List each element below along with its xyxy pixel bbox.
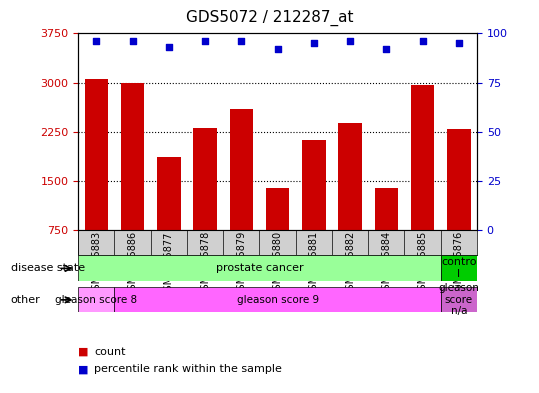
Bar: [266, 188, 289, 230]
Text: GSM1095885: GSM1095885: [418, 231, 427, 296]
Text: disease state: disease state: [11, 263, 85, 274]
Bar: [338, 123, 362, 230]
Point: [454, 40, 463, 46]
Bar: [302, 140, 326, 230]
Point: [164, 44, 173, 50]
Bar: [157, 156, 181, 230]
Point: [128, 38, 137, 44]
Point: [201, 38, 209, 44]
Text: ■: ■: [78, 364, 88, 375]
Text: GSM1095882: GSM1095882: [345, 231, 355, 296]
Text: other: other: [11, 295, 40, 305]
Text: GSM1095880: GSM1095880: [273, 231, 282, 296]
Text: GSM1095881: GSM1095881: [309, 231, 319, 296]
Text: percentile rank within the sample: percentile rank within the sample: [94, 364, 282, 375]
Point: [92, 38, 101, 44]
Text: contro
l: contro l: [441, 257, 476, 279]
Point: [346, 38, 355, 44]
Bar: [194, 128, 217, 230]
Text: GSM1095876: GSM1095876: [454, 231, 464, 296]
Bar: [230, 109, 253, 230]
Bar: [121, 83, 144, 230]
Text: GSM1095879: GSM1095879: [236, 231, 246, 296]
Text: GSM1095878: GSM1095878: [200, 231, 210, 296]
Text: GDS5072 / 212287_at: GDS5072 / 212287_at: [186, 10, 353, 26]
Text: count: count: [94, 347, 126, 357]
Text: GSM1095877: GSM1095877: [164, 231, 174, 297]
Text: GSM1095883: GSM1095883: [91, 231, 101, 296]
Bar: [114, 287, 441, 312]
Text: GSM1095884: GSM1095884: [382, 231, 391, 296]
Text: gleason score 9: gleason score 9: [237, 295, 319, 305]
Text: GSM1095886: GSM1095886: [128, 231, 137, 296]
Text: ■: ■: [78, 347, 88, 357]
Point: [418, 38, 427, 44]
Bar: [441, 287, 477, 312]
Bar: [78, 287, 114, 312]
Bar: [375, 188, 398, 230]
Bar: [411, 85, 434, 230]
Point: [309, 40, 318, 46]
Text: gleason score 8: gleason score 8: [55, 295, 137, 305]
Point: [273, 46, 282, 52]
Text: gleason
score
n/a: gleason score n/a: [438, 283, 479, 316]
Point: [237, 38, 246, 44]
Point: [382, 46, 391, 52]
Bar: [447, 129, 471, 230]
Text: prostate cancer: prostate cancer: [216, 263, 303, 273]
Bar: [85, 79, 108, 230]
Bar: [441, 255, 477, 281]
